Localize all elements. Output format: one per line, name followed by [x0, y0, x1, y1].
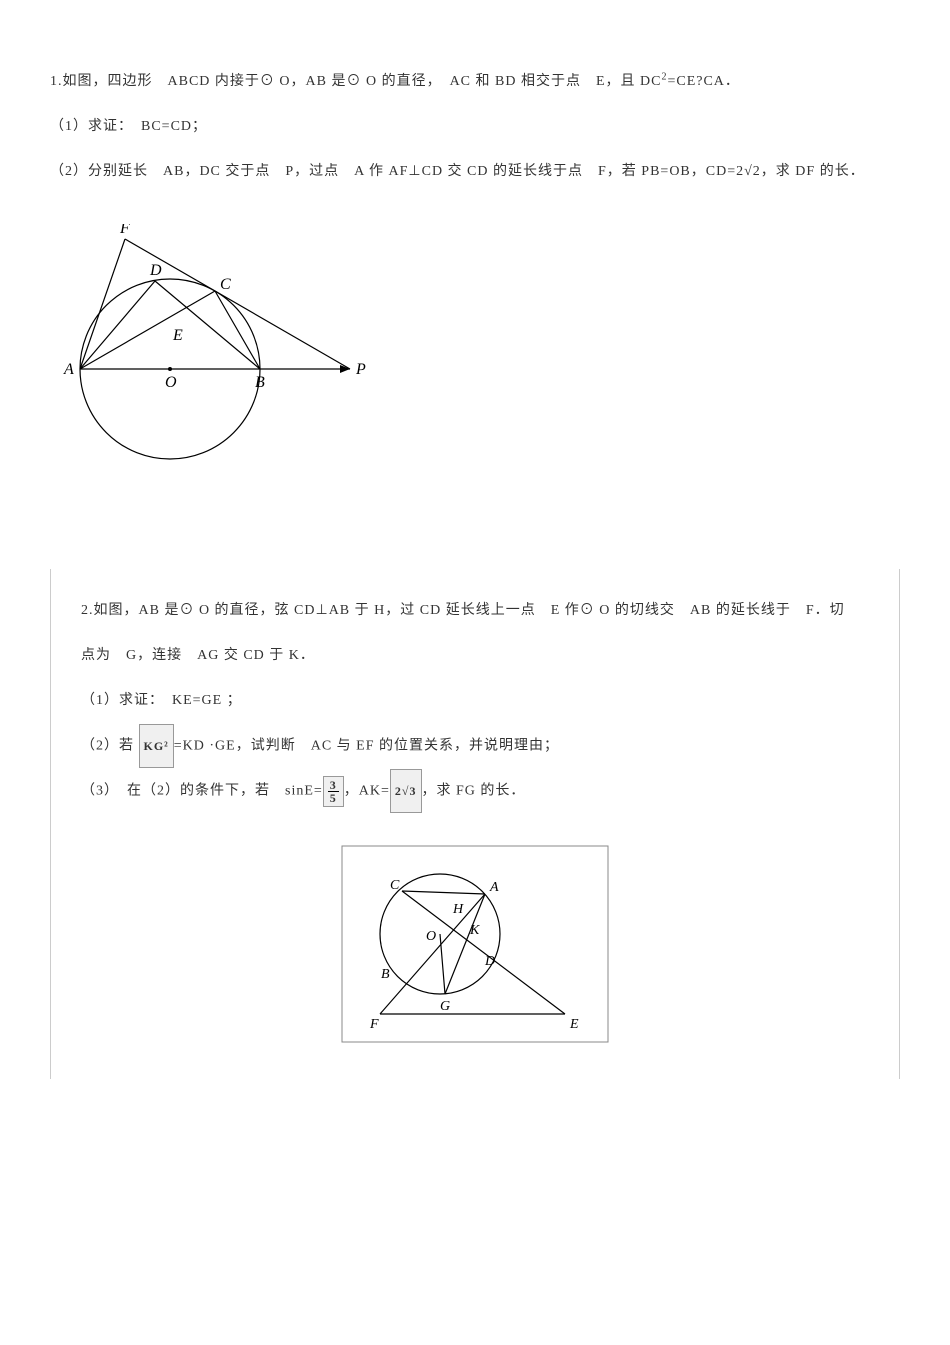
- svg-text:C: C: [220, 276, 231, 293]
- svg-text:B: B: [255, 374, 265, 391]
- p1-part2-b: ，求 DF 的长．: [761, 164, 865, 179]
- svg-text:G: G: [440, 999, 450, 1014]
- figure-2-svg: A B C D O HK G F E: [340, 844, 610, 1044]
- problem-2-part-3: （3） 在（2）的条件下，若 sinE=35，AK=2√3，求 FG 的长．: [81, 769, 869, 814]
- svg-text:H: H: [452, 902, 464, 917]
- svg-text:E: E: [172, 327, 183, 344]
- problem-2-statement-a: 2.如图，AB 是⊙ O 的直径，弦 CD⊥AB 于 H，过 CD 延长线上一点…: [81, 589, 869, 634]
- p2-part3-a: （3） 在（2）的条件下，若 sinE=: [81, 783, 323, 798]
- kg-squared-icon: KG²: [139, 724, 174, 768]
- p2-part2-b: =KD ·GE，试判断 AC 与 EF 的位置关系，并说明理由；: [174, 738, 559, 753]
- p2-part2-a: （2）若: [81, 738, 139, 753]
- problem-1-figure: A B O C D E F P: [50, 224, 900, 489]
- p2-part3-b: ，AK=: [344, 783, 390, 798]
- svg-text:P: P: [355, 361, 366, 378]
- frac-num: 3: [328, 779, 339, 792]
- svg-text:A: A: [489, 880, 499, 895]
- p1-stmt-text: 1.如图，四边形 ABCD 内接于⊙ O，AB 是⊙ O 的直径， AC 和 B…: [50, 74, 661, 89]
- svg-text:E: E: [569, 1017, 579, 1032]
- svg-text:A: A: [63, 361, 74, 378]
- problem-2-figure: A B C D O HK G F E: [81, 844, 869, 1049]
- svg-text:F: F: [119, 224, 130, 237]
- svg-text:O: O: [165, 374, 177, 391]
- problem-1: 1.如图，四边形 ABCD 内接于⊙ O，AB 是⊙ O 的直径， AC 和 B…: [50, 60, 900, 489]
- problem-1-part-1: （1）求证： BC=CD；: [50, 105, 900, 150]
- svg-text:F: F: [369, 1017, 379, 1032]
- frac-den: 5: [328, 792, 339, 804]
- svg-text:O: O: [426, 929, 436, 944]
- svg-text:D: D: [484, 954, 495, 969]
- p1-sqrt: 2√2: [736, 164, 761, 179]
- svg-text:C: C: [390, 878, 400, 893]
- figure-1-svg: A B O C D E F P: [50, 224, 370, 484]
- svg-text:K: K: [469, 923, 480, 938]
- p2-part3-c: ，求 FG 的长．: [422, 783, 526, 798]
- problem-2: 2.如图，AB 是⊙ O 的直径，弦 CD⊥AB 于 H，过 CD 延长线上一点…: [50, 569, 900, 1079]
- problem-2-statement-b: 点为 G，连接 AG 交 CD 于 K．: [81, 634, 869, 679]
- problem-1-statement: 1.如图，四边形 ABCD 内接于⊙ O，AB 是⊙ O 的直径， AC 和 B…: [50, 60, 900, 105]
- svg-text:D: D: [149, 262, 162, 279]
- fraction-icon: 35: [323, 776, 344, 807]
- problem-2-part-2: （2）若 KG²=KD ·GE，试判断 AC 与 EF 的位置关系，并说明理由；: [81, 724, 869, 769]
- svg-text:B: B: [381, 967, 390, 982]
- p1-part2-a: （2）分别延长 AB，DC 交于点 P，过点 A 作 AF⊥CD 交 CD 的延…: [50, 164, 736, 179]
- p1-stmt-tail: =CE?CA．: [667, 74, 739, 89]
- sqrt-icon: 2√3: [390, 769, 422, 813]
- problem-1-part-2: （2）分别延长 AB，DC 交于点 P，过点 A 作 AF⊥CD 交 CD 的延…: [50, 150, 900, 195]
- problem-2-part-1: （1）求证： KE=GE ；: [81, 679, 869, 724]
